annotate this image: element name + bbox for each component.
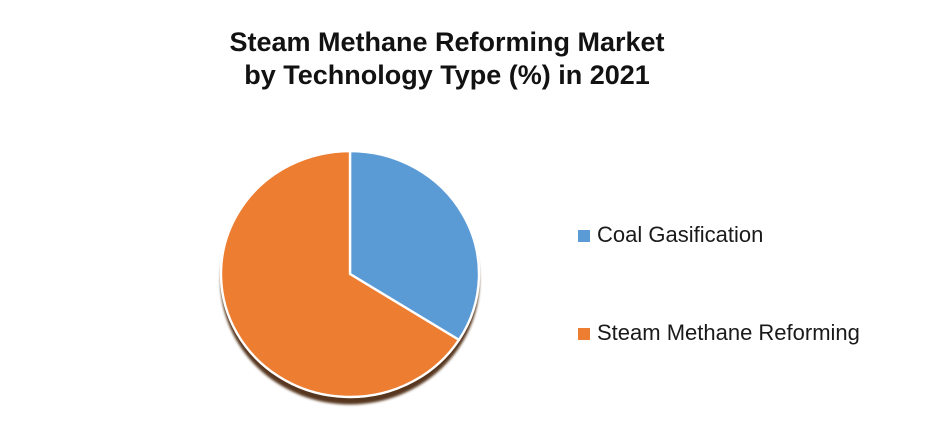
legend-swatch-steam-methane-reforming-icon (578, 328, 590, 340)
legend-swatch-coal-gasification-icon (578, 230, 590, 242)
legend-item-coal-gasification: Coal Gasification (578, 220, 860, 250)
chart-title: Steam Methane Reforming Market by Techno… (229, 27, 665, 90)
pie-slice-steam-methane-reforming (219, 149, 461, 399)
pie-chart (219, 149, 481, 405)
legend-label-coal-gasification: Coal Gasification (597, 222, 764, 247)
pie-slices (219, 149, 481, 399)
legend: Coal Gasification Steam Methane Reformin… (578, 220, 860, 348)
legend-label-steam-methane-reforming: Steam Methane Reforming (597, 320, 860, 345)
legend-item-steam-methane-reforming: Steam Methane Reforming (578, 318, 860, 348)
